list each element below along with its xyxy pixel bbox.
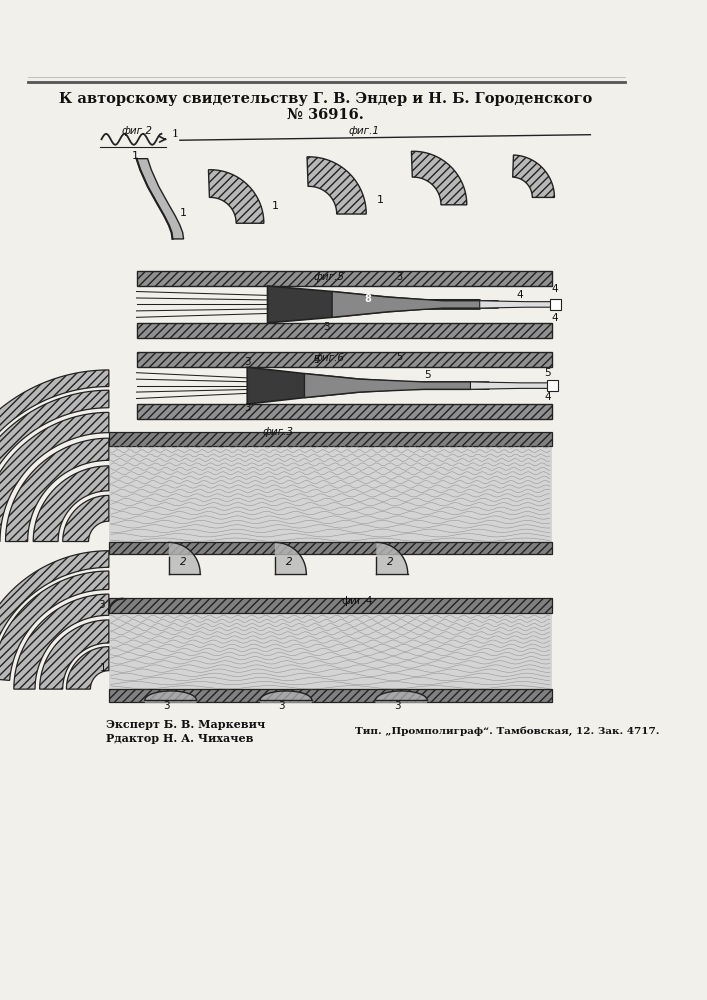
Text: фиг.1: фиг.1 (349, 126, 380, 136)
Polygon shape (33, 466, 109, 542)
Text: фиг.4: фиг.4 (341, 596, 373, 606)
Polygon shape (14, 594, 109, 689)
Text: 3: 3 (245, 403, 251, 413)
Polygon shape (0, 390, 109, 530)
Text: 3: 3 (98, 600, 105, 610)
Text: 3: 3 (323, 322, 329, 332)
Text: фиг.5: фиг.5 (314, 272, 344, 282)
Text: 5: 5 (397, 352, 403, 362)
Polygon shape (169, 542, 200, 574)
Polygon shape (332, 292, 498, 317)
Bar (109, 432, 551, 446)
Text: 4: 4 (551, 313, 559, 323)
Text: 1: 1 (376, 195, 383, 205)
Polygon shape (0, 412, 109, 542)
Text: фиг.6: фиг.6 (314, 353, 344, 363)
Polygon shape (0, 551, 109, 664)
Polygon shape (136, 159, 184, 239)
Text: 4: 4 (544, 392, 551, 402)
Polygon shape (267, 286, 480, 323)
Polygon shape (66, 647, 109, 689)
Text: 3: 3 (394, 701, 401, 711)
Polygon shape (40, 620, 109, 689)
Text: 2: 2 (387, 557, 394, 567)
Text: 1: 1 (132, 151, 139, 161)
Polygon shape (275, 542, 306, 574)
Text: фиг.3: фиг.3 (263, 427, 294, 437)
Text: 1: 1 (172, 129, 179, 139)
Bar (136, 271, 551, 286)
Text: 2: 2 (286, 557, 293, 567)
Text: 3: 3 (397, 272, 403, 282)
Text: 3: 3 (245, 357, 251, 367)
Bar (550, 299, 561, 310)
Bar (109, 598, 551, 613)
Text: 2: 2 (180, 557, 187, 567)
Polygon shape (376, 542, 408, 574)
Text: Эксперт Б. В. Маркевич: Эксперт Б. В. Маркевич (106, 719, 265, 730)
Polygon shape (63, 495, 109, 542)
Text: 5: 5 (544, 368, 551, 378)
Polygon shape (307, 157, 366, 214)
Bar (136, 352, 551, 367)
Text: 5: 5 (424, 370, 431, 380)
Polygon shape (0, 370, 109, 515)
Bar (136, 404, 551, 419)
Polygon shape (470, 382, 549, 389)
Bar (109, 613, 551, 689)
Text: 8: 8 (364, 294, 371, 304)
Text: фиг.2: фиг.2 (121, 126, 152, 136)
Text: 4: 4 (517, 290, 523, 300)
Bar (547, 380, 558, 391)
Text: К авторскому свидетельству Г. В. Эндер и Н. Б. Городенского: К авторскому свидетельству Г. В. Эндер и… (59, 92, 592, 106)
Polygon shape (480, 301, 551, 308)
Bar (109, 689, 551, 702)
Bar (109, 446, 551, 542)
Polygon shape (247, 367, 470, 404)
Text: 1: 1 (272, 201, 279, 211)
Polygon shape (411, 151, 467, 205)
Text: 4: 4 (551, 284, 559, 294)
Polygon shape (0, 571, 109, 680)
Polygon shape (6, 438, 109, 542)
Text: 1: 1 (180, 208, 187, 218)
Text: Тип. „Промполиграф“. Тамбовская, 12. Зак. 4717.: Тип. „Промполиграф“. Тамбовская, 12. Зак… (355, 727, 660, 736)
Text: Рдактор Н. А. Чихачев: Рдактор Н. А. Чихачев (106, 733, 254, 744)
Text: 1: 1 (100, 663, 106, 673)
Text: 3: 3 (163, 701, 170, 711)
Bar (136, 323, 551, 338)
Text: 5: 5 (314, 355, 320, 365)
Bar (109, 542, 551, 554)
Polygon shape (209, 170, 264, 223)
Polygon shape (513, 155, 554, 197)
Polygon shape (305, 374, 489, 398)
Text: № 36916.: № 36916. (287, 107, 364, 121)
Text: 3: 3 (279, 701, 285, 711)
